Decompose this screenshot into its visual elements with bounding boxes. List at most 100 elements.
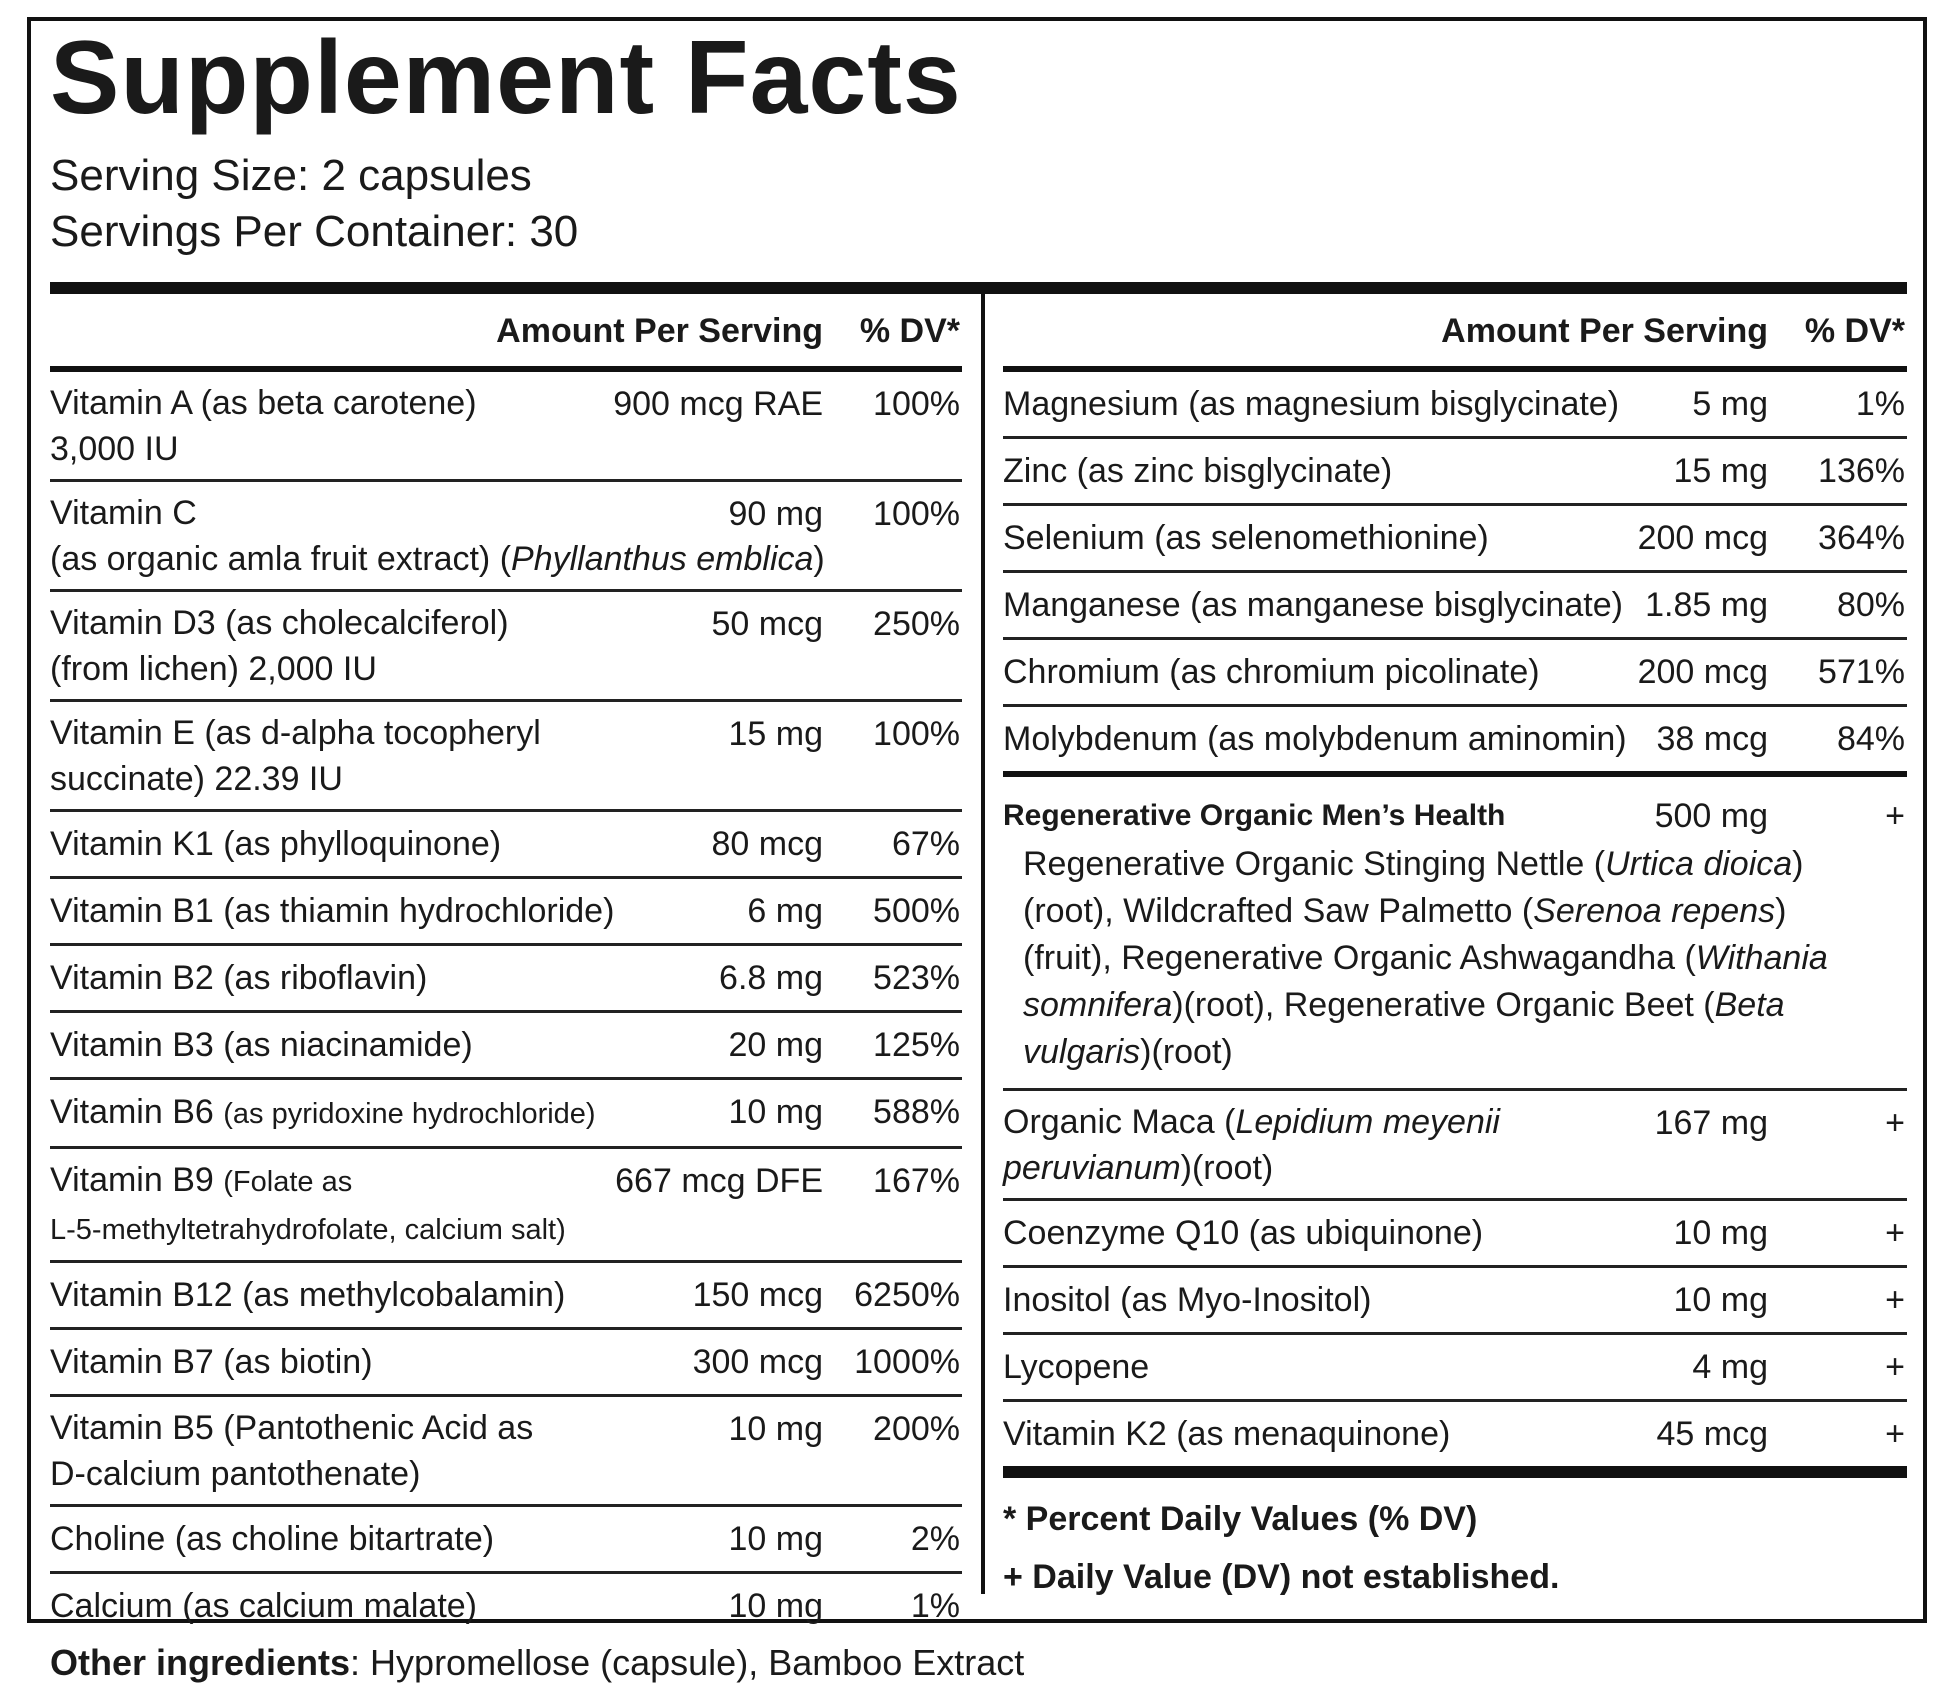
nutrient-name: Vitamin B12 (as methylcobalamin)	[50, 1272, 962, 1318]
amount-header: Amount Per Serving	[496, 312, 823, 350]
daily-value: +	[1885, 1214, 1905, 1252]
italic-text: Beta vulgaris	[1023, 986, 1785, 1071]
nutrient-name: Vitamin B2 (as riboflavin)	[50, 955, 962, 1001]
text-segment: Chromium (as chromium picolinate)	[1003, 653, 1540, 691]
small-text: (as pyridoxine hydrochloride)	[223, 1098, 596, 1130]
nutrient-row: Vitamin B9 (Folate as L-5-methyltetrahydr…	[50, 1149, 962, 1263]
nutrient-name: Magnesium (as magnesium bisglycinate)	[1003, 381, 1907, 427]
nutrient-row: Zinc (as zinc bisglycinate) 15 mg 136%	[1003, 439, 1907, 506]
footnote: + Daily Value (DV) not established.	[1003, 1558, 1560, 1596]
italic-text: peruvianum	[1003, 1149, 1181, 1187]
text-segment: Vitamin D3 (as cholecalciferol)	[50, 604, 509, 642]
text-segment: Molybdenum (as molybdenum aminomin)	[1003, 720, 1627, 758]
text-segment: Regenerative Organic Stinging Nettle (	[1023, 845, 1606, 883]
amount: 10 mg	[728, 1093, 824, 1131]
nutrient-row: Magnesium (as magnesium bisglycinate) 5 m…	[1003, 372, 1907, 439]
text-segment: Vitamin A (as beta carotene)	[50, 384, 477, 422]
text-segment: Vitamin B9	[50, 1161, 224, 1199]
daily-value: 167%	[873, 1162, 960, 1200]
text-segment: Choline (as choline bitartrate)	[50, 1520, 495, 1558]
daily-value: 100%	[873, 385, 960, 423]
nutrient-name: Zinc (as zinc bisglycinate)	[1003, 448, 1907, 494]
text-segment: Vitamin B7 (as biotin)	[50, 1343, 373, 1381]
nutrient-row: Choline (as choline bitartrate) 10 mg 2%	[50, 1507, 962, 1574]
text-segment: Magnesium (as magnesium bisglycinate)	[1003, 385, 1620, 423]
small-text: L-5-methyltetrahydrofolate, calcium salt…	[50, 1214, 566, 1246]
italic-text: Urtica dioica	[1605, 845, 1793, 883]
nutrient-name: Vitamin K1 (as phylloquinone)	[50, 821, 962, 867]
amount: 200 mcg	[1637, 653, 1768, 691]
nutrient-row: Vitamin B7 (as biotin) 300 mcg 1000%	[50, 1330, 962, 1397]
text-segment: )	[813, 540, 825, 578]
amount: 15 mg	[1673, 452, 1769, 490]
amount: 45 mcg	[1656, 1415, 1769, 1453]
amount: 80 mcg	[711, 825, 824, 863]
nutrient-name: Choline (as choline bitartrate)	[50, 1516, 962, 1562]
text-segment: Lycopene	[1003, 1348, 1150, 1386]
daily-value: +	[1885, 797, 1905, 835]
daily-value: 523%	[873, 959, 960, 997]
label-frame	[27, 17, 1927, 1623]
text-segment: (as organic amla fruit extract) (	[50, 540, 512, 578]
daily-value: 1000%	[854, 1343, 960, 1381]
nutrient-row: Inositol (as Myo-Inositol) 10 mg +	[1003, 1268, 1907, 1335]
nutrient-name: Vitamin B7 (as biotin)	[50, 1339, 962, 1385]
small-text: (Folate as	[223, 1166, 353, 1198]
daily-value: 588%	[873, 1093, 960, 1131]
amount: 10 mg	[1673, 1214, 1769, 1252]
nutrient-row: Manganese (as manganese bisglycinate) 1.8…	[1003, 573, 1907, 640]
top-bar	[50, 282, 1907, 294]
nutrient-row: Chromium (as chromium picolinate) 200 mcg…	[1003, 640, 1907, 707]
daily-value: 84%	[1836, 720, 1905, 758]
amount: 15 mg	[728, 715, 824, 753]
nutrient-row: Coenzyme Q10 (as ubiquinone) 10 mg +	[1003, 1201, 1907, 1268]
nutrient-name: Organic Maca (Lepidium meyenii	[1003, 1099, 1907, 1145]
text-segment: )(root)	[1140, 1033, 1233, 1071]
daily-value: +	[1885, 1104, 1905, 1142]
footnotes: * Percent Daily Values (% DV) + Daily Val…	[1003, 1478, 1907, 1606]
amount: 4 mg	[1692, 1348, 1768, 1386]
nutrient-row: Vitamin B2 (as riboflavin) 6.8 mg 523%	[50, 946, 962, 1013]
blend-ingredients: Regenerative Organic Stinging Nettle (Ur…	[1023, 841, 1873, 1076]
text-segment: Vitamin E (as d-alpha tocopheryl	[50, 714, 541, 752]
serving-size: Serving Size: 2 capsules	[50, 151, 532, 200]
text-segment: )(root)	[1180, 1149, 1274, 1187]
nutrient-row: Vitamin B12 (as methylcobalamin) 150 mcg 6…	[50, 1263, 962, 1330]
nutrient-row: Vitamin B6 (as pyridoxine hydrochloride)…	[50, 1080, 962, 1149]
right-panel: Amount Per Serving % DV* Magnesium (as m…	[1003, 294, 1907, 1606]
nutrient-name: Vitamin B9 (Folate as	[50, 1157, 962, 1205]
text-segment: Vitamin B2 (as riboflavin)	[50, 959, 428, 997]
text-segment: Vitamin B3 (as niacinamide)	[50, 1026, 473, 1064]
nutrient-name: Lycopene	[1003, 1344, 1907, 1390]
text-segment: Zinc (as zinc bisglycinate)	[1003, 452, 1393, 490]
daily-value: 67%	[891, 825, 960, 863]
text-segment: Vitamin B6	[50, 1093, 224, 1131]
amount: 167 mg	[1654, 1104, 1768, 1142]
nutrient-row: Vitamin B1 (as thiamin hydrochloride) 6 m…	[50, 879, 962, 946]
nutrient-row: Organic Maca (Lepidium meyenii peruvianum…	[1003, 1091, 1907, 1201]
amount: 5 mg	[1692, 385, 1768, 423]
nutrient-name: succinate) 22.39 IU	[50, 756, 962, 802]
nutrient-name: Coenzyme Q10 (as ubiquinone)	[1003, 1210, 1907, 1256]
nutrient-name: Inositol (as Myo-Inositol)	[1003, 1277, 1907, 1323]
nutrient-name: Manganese (as manganese bisglycinate)	[1003, 582, 1907, 628]
other-text: : Hypromellose (capsule), Bamboo Extract	[350, 1642, 1025, 1683]
amount: 667 mcg DFE	[615, 1162, 823, 1200]
daily-value: 6250%	[854, 1276, 960, 1314]
text-segment: Vitamin B1 (as thiamin hydrochloride)	[50, 892, 615, 930]
daily-value: 250%	[873, 605, 960, 643]
amount: 50 mcg	[711, 605, 824, 643]
nutrient-name: Chromium (as chromium picolinate)	[1003, 649, 1907, 695]
nutrient-row: Vitamin B5 (Pantothenic Acid as D-calcium…	[50, 1397, 962, 1507]
nutrient-row: Vitamin C (as organic amla fruit extract)…	[50, 482, 962, 592]
text-segment: Organic Maca (	[1003, 1103, 1236, 1141]
daily-value: +	[1885, 1281, 1905, 1319]
amount: 6.8 mg	[719, 959, 823, 997]
amount: 150 mcg	[692, 1276, 823, 1314]
daily-value: 80%	[1836, 586, 1905, 624]
text-segment: Calcium (as calcium malate)	[50, 1587, 477, 1625]
nutrient-name: peruvianum)(root)	[1003, 1145, 1907, 1191]
amount: 10 mg	[1673, 1281, 1769, 1319]
other-ingredients: Other ingredients: Hypromellose (capsule…	[50, 1638, 1024, 1688]
other-label: Other ingredients	[50, 1642, 351, 1683]
